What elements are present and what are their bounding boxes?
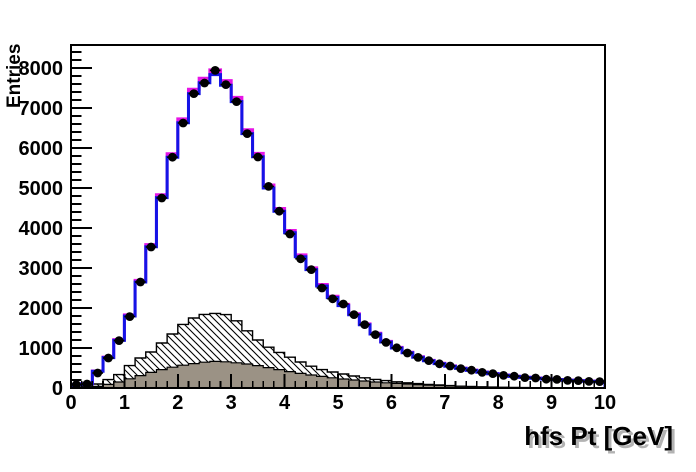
data-marker	[499, 371, 508, 380]
data-marker	[306, 265, 316, 274]
y-tick-label: 1000	[19, 338, 64, 360]
data-marker	[317, 283, 327, 293]
plot-frame	[70, 44, 606, 389]
data-marker	[157, 193, 167, 203]
x-tick-label: 7	[439, 392, 450, 414]
data-marker	[563, 376, 573, 385]
data-marker	[200, 78, 209, 88]
x-tick-label: 1	[119, 392, 130, 414]
data-marker	[488, 369, 498, 378]
y-tick-label: 3000	[19, 258, 64, 280]
data-marker	[435, 359, 444, 369]
x-axis-title: hfs Pt [GeV]	[524, 421, 673, 451]
axis-tick-labels: 0 1000 2000 3000 4000 5000 6000 7000 8000 0 1 2 3 4 5 6…	[19, 58, 617, 414]
x-tick-label: 0	[65, 392, 76, 414]
data-marker	[381, 338, 391, 347]
plot-frame-background	[71, 45, 605, 388]
x-tick-label: 8	[493, 392, 504, 414]
data-marker	[360, 320, 370, 329]
data-marker	[477, 368, 487, 377]
x-tick-label: 6	[386, 392, 397, 414]
data-marker	[296, 254, 306, 264]
data-points	[71, 66, 605, 388]
data-marker	[103, 353, 113, 363]
data-marker	[146, 242, 156, 252]
y-tick-label: 4000	[19, 218, 64, 240]
data-marker	[253, 152, 263, 162]
y-tick-label: 2000	[19, 298, 64, 320]
y-tick-label: 6000	[19, 138, 64, 160]
data-marker	[445, 361, 455, 371]
data-marker	[595, 377, 605, 386]
y-axis-title: Entries	[4, 43, 25, 108]
data-marker	[424, 356, 434, 365]
data-marker	[82, 379, 92, 388]
x-tick-label: 9	[546, 392, 557, 414]
data-marker	[370, 330, 380, 339]
data-marker	[189, 89, 199, 98]
data-marker	[232, 97, 241, 106]
x-tick-label: 2	[172, 392, 183, 414]
histogram-layers	[71, 66, 605, 388]
data-marker	[509, 371, 519, 381]
data-marker	[114, 336, 124, 345]
data-marker	[552, 375, 562, 384]
data-marker	[392, 343, 402, 353]
data-marker	[573, 376, 583, 385]
data-marker	[274, 206, 284, 216]
data-marker	[413, 353, 423, 362]
data-marker	[178, 118, 188, 128]
data-marker	[168, 152, 177, 162]
data-marker	[264, 182, 273, 191]
data-marker	[125, 312, 135, 321]
x-tick-label: 4	[279, 392, 291, 414]
x-tick-label: 10	[594, 392, 616, 414]
y-tick-label: 5000	[19, 178, 64, 200]
y-tick-label: 8000	[19, 58, 64, 80]
data-marker	[338, 299, 348, 309]
data-marker	[93, 368, 103, 378]
x-tick-label: 3	[226, 392, 237, 414]
y-tick-label: 0	[52, 378, 63, 400]
data-marker	[467, 365, 476, 375]
x-tick-label: 5	[332, 392, 343, 414]
data-marker	[221, 80, 231, 89]
data-marker	[584, 377, 594, 386]
data-marker	[242, 129, 252, 139]
data-marker	[403, 348, 412, 358]
y-tick-label: 7000	[19, 98, 64, 120]
data-marker	[136, 277, 145, 287]
data-marker	[210, 66, 220, 75]
data-marker	[349, 310, 359, 319]
data-marker	[328, 294, 338, 304]
data-marker	[71, 380, 81, 388]
data-marker	[541, 374, 551, 384]
data-marker	[285, 229, 295, 239]
data-marker	[520, 373, 530, 382]
data-marker	[531, 373, 540, 383]
data-marker	[456, 364, 466, 373]
